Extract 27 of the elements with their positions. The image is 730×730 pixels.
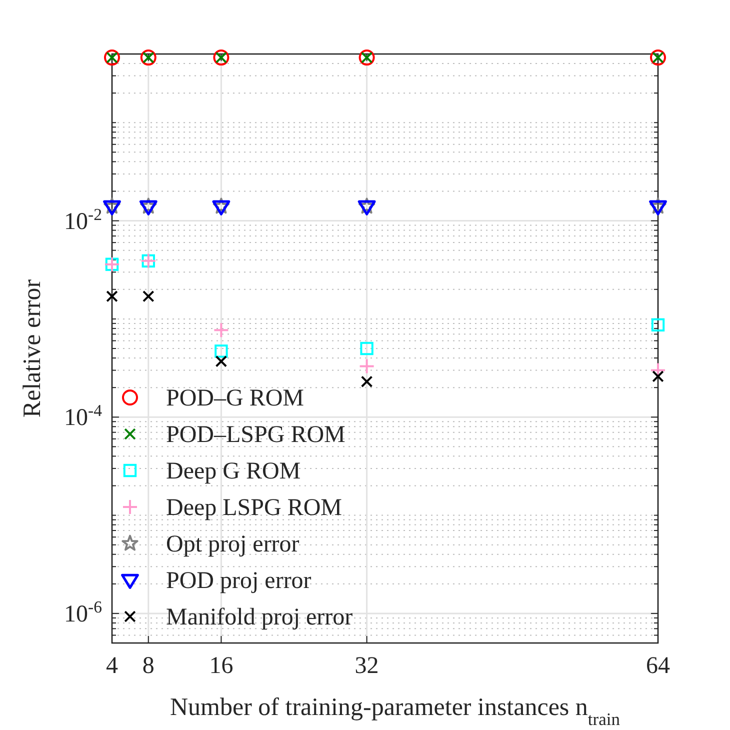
point	[142, 290, 154, 302]
legend-label: Opt proj error	[166, 532, 300, 558]
y-axis-title: Relative error	[19, 278, 46, 418]
point	[215, 355, 228, 368]
legend-label: POD proj error	[166, 568, 312, 594]
y-tick-label: 10$^{-4}$	[64, 400, 103, 432]
legend-label: POD–G ROM	[166, 386, 304, 412]
point	[106, 290, 118, 302]
y-tick-label: 10$^{-6}$	[64, 596, 102, 628]
point	[214, 344, 228, 358]
point	[360, 376, 373, 388]
legend-label: Manifold proj error	[166, 604, 353, 630]
x-tick-label: 32	[354, 653, 379, 679]
x-tick-label: 16	[209, 653, 234, 679]
legend-label: Deep LSPG ROM	[166, 495, 342, 521]
point	[358, 358, 375, 374]
point	[213, 322, 230, 338]
legend-label: Deep G ROM	[166, 458, 301, 484]
x-axis-title: Number of training-parameter instances n$_{train}$	[170, 694, 620, 729]
x-tick-label: 4	[106, 653, 118, 679]
y-tick-label: 10$^{-2}$	[64, 204, 102, 235]
legend-label: POD–LSPG ROM	[166, 422, 346, 448]
point	[360, 342, 374, 356]
point	[651, 318, 665, 332]
x-tick-label: 8	[142, 653, 154, 679]
x-tick-label: 64	[646, 653, 670, 679]
point	[652, 370, 664, 382]
